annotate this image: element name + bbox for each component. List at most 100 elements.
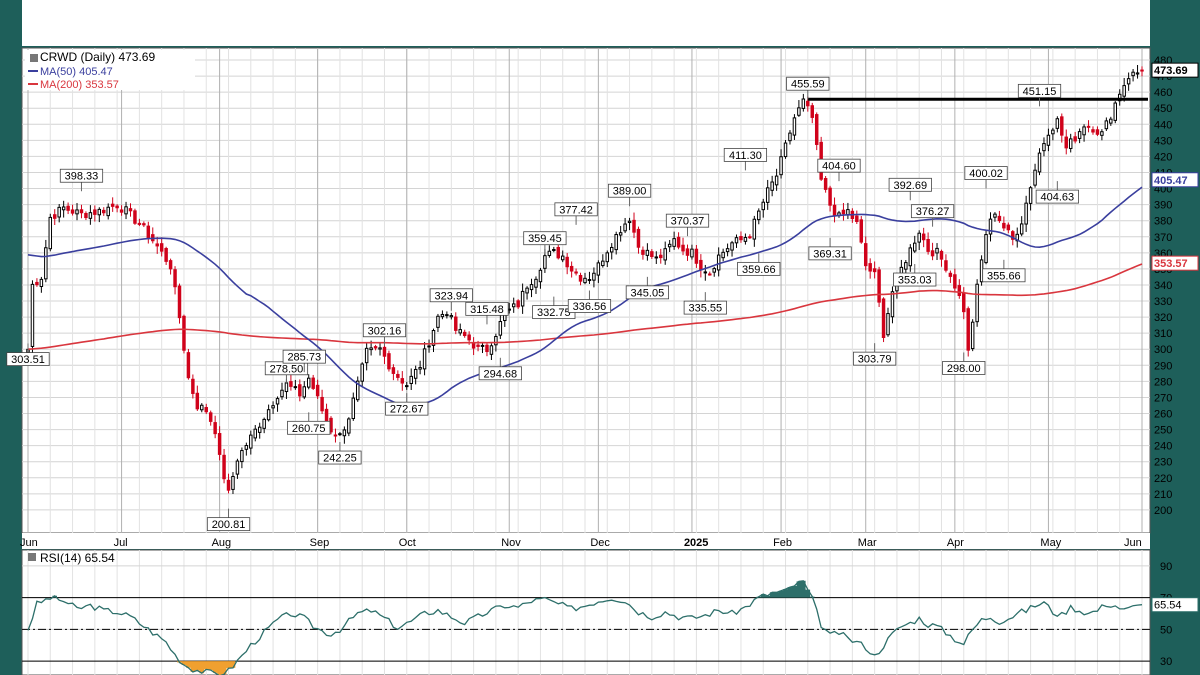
price-tick-label: 370 bbox=[1154, 232, 1172, 244]
candle-body bbox=[921, 233, 926, 241]
annotation-label: 200.81 bbox=[212, 519, 246, 531]
candle-body bbox=[868, 263, 872, 272]
candle-body bbox=[315, 384, 320, 397]
candle-body bbox=[342, 429, 347, 437]
rsi-panel-bg bbox=[21, 549, 1151, 675]
candle-body bbox=[962, 293, 966, 313]
candle-body bbox=[155, 243, 159, 247]
annotation-label: 411.30 bbox=[729, 150, 762, 162]
candle-body bbox=[1140, 69, 1144, 72]
candle-body bbox=[610, 246, 614, 253]
candle-body bbox=[191, 378, 195, 394]
candle-body bbox=[846, 209, 850, 215]
annotation-box bbox=[523, 231, 567, 246]
annotation-label: 302.16 bbox=[368, 325, 402, 337]
annotation-label: 359.66 bbox=[742, 264, 776, 276]
candle-body bbox=[164, 248, 168, 262]
candle-body bbox=[685, 248, 690, 256]
candle-body bbox=[213, 422, 217, 435]
legend-bg bbox=[25, 50, 195, 90]
candle-body bbox=[485, 344, 489, 353]
candle-body bbox=[79, 209, 84, 214]
candle-body bbox=[663, 248, 667, 261]
candle-body bbox=[235, 460, 240, 475]
candle-body bbox=[765, 187, 770, 203]
candle-body bbox=[494, 336, 498, 346]
candle-body bbox=[338, 433, 342, 436]
candle-body bbox=[66, 205, 70, 211]
candle-body bbox=[690, 248, 694, 258]
month-label: 2025 bbox=[684, 537, 708, 549]
ma200-line bbox=[27, 263, 1143, 350]
candle-body bbox=[431, 330, 436, 346]
candle-body bbox=[761, 201, 765, 211]
candle-body bbox=[1122, 85, 1126, 97]
candle-body bbox=[422, 348, 427, 370]
candle-body bbox=[948, 272, 953, 277]
candle-body bbox=[93, 209, 97, 215]
month-label: Dec bbox=[590, 537, 610, 549]
month-label: May bbox=[1040, 537, 1061, 549]
annotation-box bbox=[1017, 83, 1062, 98]
candle-body bbox=[721, 251, 725, 259]
candle-body bbox=[806, 100, 810, 107]
annotation-box bbox=[737, 261, 781, 276]
candle-body bbox=[1024, 202, 1028, 225]
candle-body bbox=[182, 315, 186, 351]
price-tag-label: 473.69 bbox=[1154, 65, 1188, 77]
month-label: Jul bbox=[114, 537, 128, 549]
candle-body bbox=[458, 329, 462, 334]
candle-body bbox=[396, 373, 400, 378]
annotation-label: 345.05 bbox=[631, 287, 665, 299]
candle-body bbox=[275, 398, 280, 405]
candle-body bbox=[1033, 169, 1037, 186]
price-tick-label: 420 bbox=[1154, 151, 1172, 163]
candles-group bbox=[26, 64, 1144, 494]
month-label: Jun bbox=[20, 537, 38, 549]
annotation-label: 242.25 bbox=[323, 453, 357, 465]
candle-body bbox=[632, 219, 636, 233]
candle-body bbox=[543, 255, 547, 269]
candle-body bbox=[222, 454, 226, 480]
candle-body bbox=[119, 209, 124, 213]
candle-body bbox=[814, 114, 819, 145]
candle-body bbox=[128, 208, 133, 212]
candle-body bbox=[102, 209, 106, 214]
rsi-line bbox=[27, 580, 1143, 675]
candle-body bbox=[886, 313, 890, 336]
candle-body bbox=[364, 347, 369, 364]
annotation-box bbox=[982, 268, 1026, 283]
candle-body bbox=[454, 316, 458, 331]
candle-body bbox=[462, 331, 467, 337]
annotation-box bbox=[362, 323, 407, 338]
candle-body bbox=[605, 252, 610, 263]
candle-body bbox=[418, 367, 422, 370]
candle-body bbox=[293, 386, 298, 389]
candle-body bbox=[939, 250, 944, 260]
candle-body bbox=[115, 205, 119, 209]
annotation-box bbox=[6, 352, 50, 367]
candle-body bbox=[832, 204, 837, 216]
candle-body bbox=[61, 206, 66, 211]
candle-body bbox=[1019, 223, 1024, 235]
candle-body bbox=[810, 105, 814, 118]
annotation-box bbox=[465, 301, 509, 316]
candle-body bbox=[467, 334, 471, 341]
candle-body bbox=[863, 243, 868, 267]
candle-body bbox=[97, 208, 102, 216]
rsi-tick-label: 50 bbox=[1160, 624, 1172, 636]
price-tick-label: 290 bbox=[1154, 360, 1172, 372]
candle-body bbox=[739, 236, 743, 241]
annotation-label: 303.79 bbox=[858, 354, 892, 366]
candle-body bbox=[975, 283, 979, 323]
candle-body bbox=[1011, 231, 1015, 240]
annotation-box bbox=[567, 299, 612, 313]
candle-body bbox=[1051, 129, 1055, 135]
price-tick-label: 230 bbox=[1154, 457, 1172, 469]
candle-body bbox=[926, 238, 930, 252]
price-legend: CRWD (Daily) 473.69 MA(50) 405.47MA(200) … bbox=[25, 50, 195, 91]
candle-body bbox=[716, 254, 721, 271]
candle-body bbox=[712, 268, 716, 273]
candle-body bbox=[904, 262, 908, 270]
